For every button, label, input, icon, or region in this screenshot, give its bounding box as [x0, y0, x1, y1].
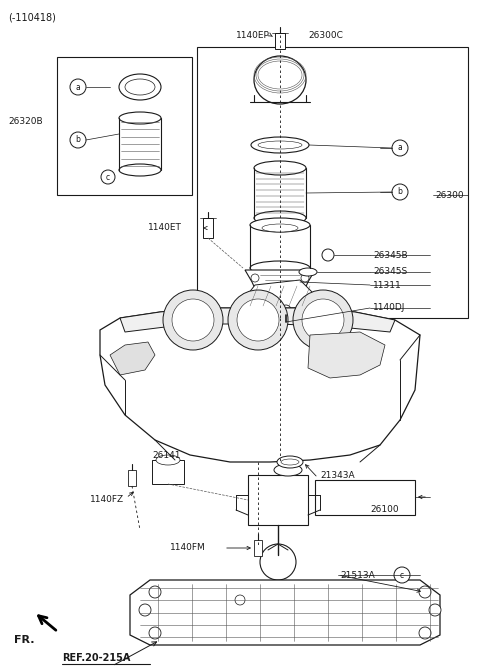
Polygon shape — [100, 308, 420, 462]
Polygon shape — [245, 270, 315, 295]
Text: 1140EP: 1140EP — [236, 30, 270, 40]
Text: (-110418): (-110418) — [8, 13, 56, 23]
Polygon shape — [130, 580, 440, 645]
Bar — [128, 470, 136, 486]
Ellipse shape — [125, 79, 155, 95]
Bar — [197, 47, 468, 318]
Circle shape — [394, 567, 410, 583]
Circle shape — [392, 184, 408, 200]
Ellipse shape — [274, 464, 302, 476]
Ellipse shape — [254, 211, 306, 225]
Bar — [275, 33, 285, 49]
Circle shape — [235, 595, 245, 605]
Circle shape — [228, 290, 288, 350]
Ellipse shape — [119, 112, 161, 124]
Text: 21343A: 21343A — [320, 470, 355, 480]
Bar — [315, 480, 415, 515]
Text: 1140FZ: 1140FZ — [90, 495, 124, 505]
Text: 26300C: 26300C — [308, 30, 343, 40]
Circle shape — [237, 299, 279, 341]
Circle shape — [163, 290, 223, 350]
Text: 26345S: 26345S — [373, 268, 407, 276]
Text: 1140DJ: 1140DJ — [373, 303, 406, 313]
Circle shape — [419, 586, 431, 598]
Circle shape — [302, 299, 344, 341]
Circle shape — [419, 627, 431, 639]
Ellipse shape — [119, 74, 161, 100]
Circle shape — [139, 604, 151, 616]
Ellipse shape — [119, 164, 161, 176]
Polygon shape — [110, 342, 155, 375]
Text: REF.20-215A: REF.20-215A — [62, 653, 131, 663]
Text: a: a — [76, 83, 80, 91]
Bar — [248, 475, 308, 525]
Ellipse shape — [250, 261, 310, 275]
Bar — [203, 218, 213, 238]
Text: 26320B: 26320B — [8, 117, 43, 127]
Circle shape — [251, 274, 259, 282]
Circle shape — [149, 586, 161, 598]
Circle shape — [429, 604, 441, 616]
Bar — [57, 57, 192, 195]
Text: c: c — [106, 172, 110, 181]
Polygon shape — [245, 280, 315, 310]
Text: 11311: 11311 — [373, 280, 402, 289]
Text: 26100: 26100 — [370, 505, 398, 515]
Ellipse shape — [254, 56, 306, 104]
Text: 1140ET: 1140ET — [148, 223, 182, 232]
Text: 1140FM: 1140FM — [170, 544, 206, 552]
Text: a: a — [397, 144, 402, 152]
Ellipse shape — [254, 161, 306, 175]
Text: b: b — [397, 187, 402, 197]
Bar — [254, 540, 262, 556]
Text: b: b — [75, 136, 81, 144]
Circle shape — [322, 249, 334, 261]
Ellipse shape — [250, 218, 310, 232]
Ellipse shape — [251, 137, 309, 153]
Ellipse shape — [156, 455, 180, 465]
Ellipse shape — [262, 224, 298, 232]
Circle shape — [70, 79, 86, 95]
Text: 26141: 26141 — [152, 452, 180, 460]
Circle shape — [293, 290, 353, 350]
Circle shape — [392, 140, 408, 156]
Circle shape — [101, 170, 115, 184]
Ellipse shape — [258, 141, 302, 149]
Circle shape — [301, 274, 309, 282]
Ellipse shape — [281, 459, 299, 465]
Text: FR.: FR. — [14, 635, 35, 645]
Ellipse shape — [299, 268, 317, 276]
Circle shape — [172, 299, 214, 341]
Polygon shape — [120, 308, 395, 332]
Bar — [152, 460, 184, 484]
Circle shape — [70, 132, 86, 148]
Polygon shape — [308, 332, 385, 378]
Text: 21513A: 21513A — [340, 570, 375, 580]
Text: 26345B: 26345B — [373, 250, 408, 260]
Circle shape — [260, 544, 296, 580]
Circle shape — [281, 305, 291, 315]
Text: 26300: 26300 — [435, 191, 464, 199]
Ellipse shape — [277, 456, 303, 468]
Text: c: c — [400, 570, 404, 580]
Circle shape — [149, 627, 161, 639]
